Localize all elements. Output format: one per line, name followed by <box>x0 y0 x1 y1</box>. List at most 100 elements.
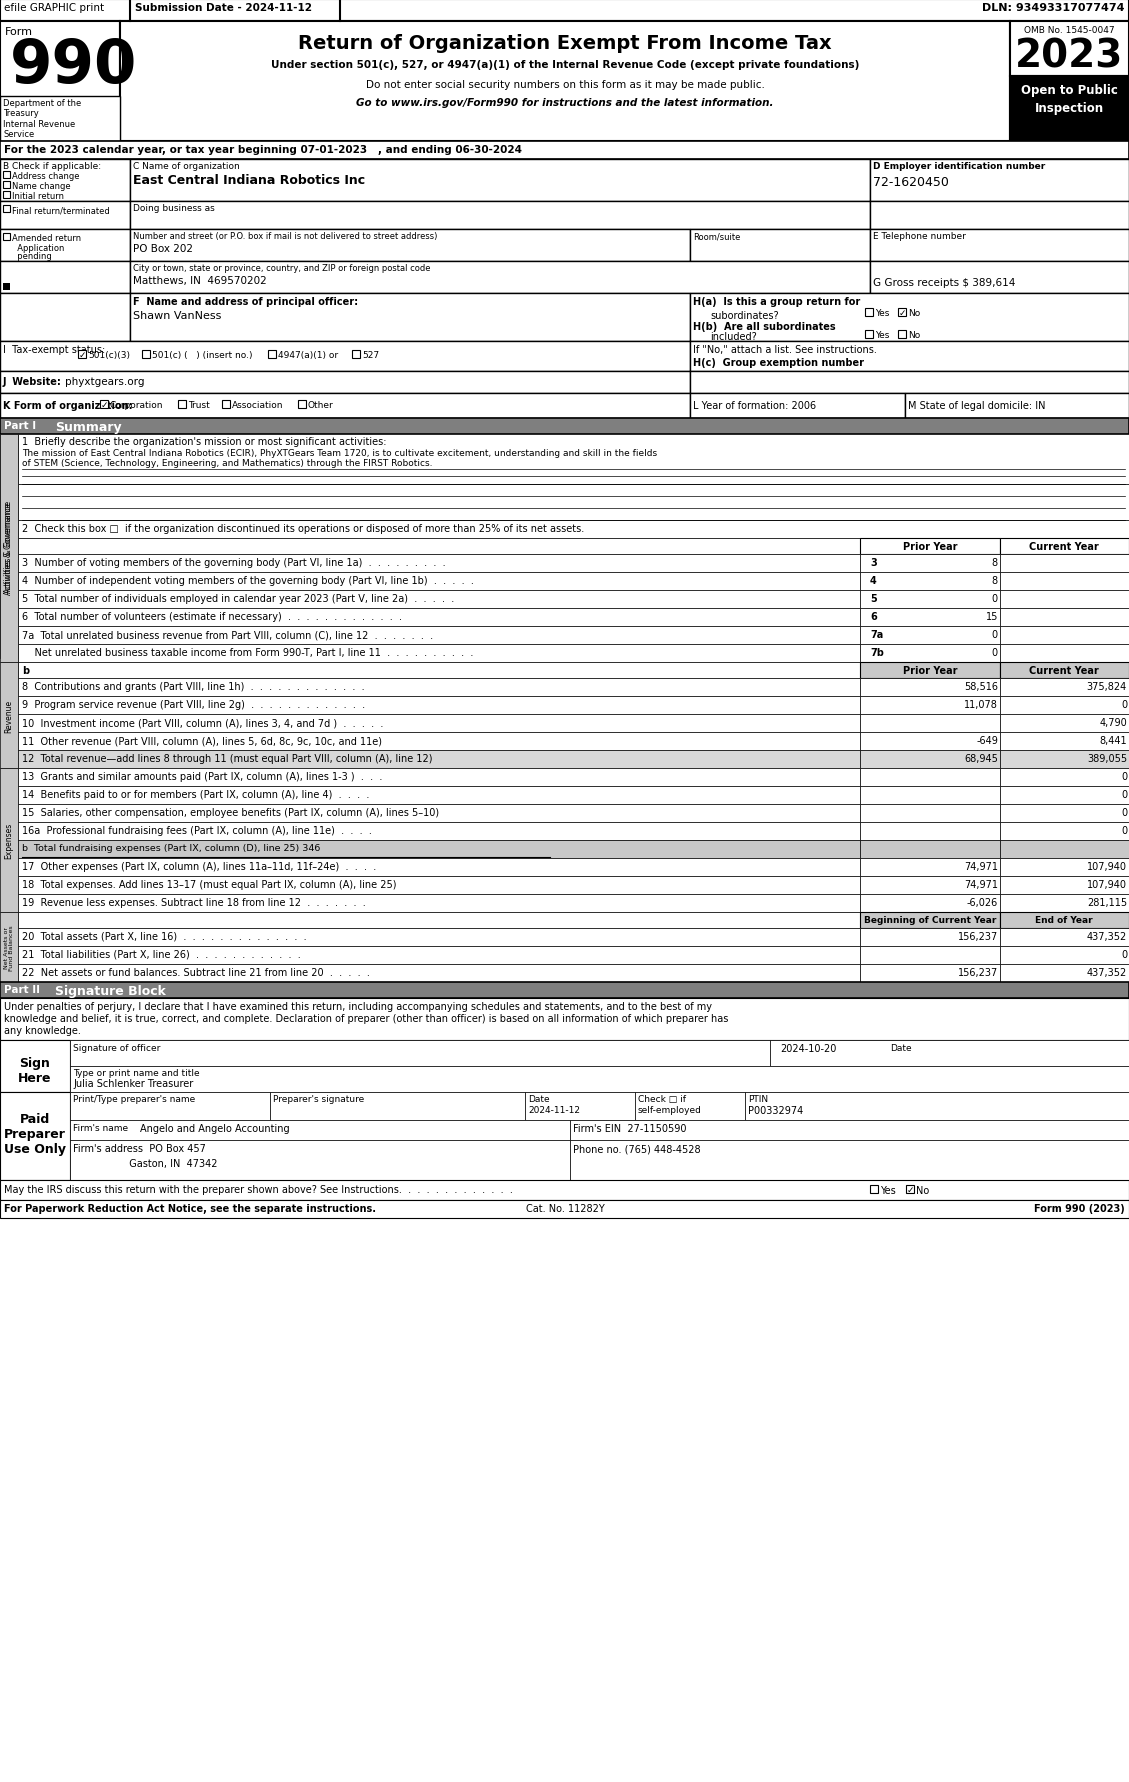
Text: DLN: 93493317077474: DLN: 93493317077474 <box>982 4 1124 12</box>
Text: Firm's name: Firm's name <box>73 1123 128 1132</box>
Bar <box>3 283 10 290</box>
Bar <box>18 768 860 786</box>
Text: Submission Date - 2024-11-12: Submission Date - 2024-11-12 <box>135 4 312 12</box>
Bar <box>18 895 860 912</box>
Text: Preparer's signature: Preparer's signature <box>273 1094 365 1103</box>
Bar <box>860 786 1000 804</box>
Bar <box>18 679 860 697</box>
Text: 1  Briefly describe the organization's mission or most significant activities:: 1 Briefly describe the organization's mi… <box>21 437 386 447</box>
Bar <box>1000 554 1129 572</box>
Bar <box>352 351 360 358</box>
Bar <box>120 21 1010 143</box>
Bar <box>178 401 186 408</box>
Text: any knowledge.: any knowledge. <box>5 1025 81 1035</box>
Text: 18  Total expenses. Add lines 13–17 (must equal Part IX, column (A), line 25): 18 Total expenses. Add lines 13–17 (must… <box>21 880 396 889</box>
Text: ✓: ✓ <box>78 351 86 360</box>
Bar <box>905 1185 914 1194</box>
Text: End of Year: End of Year <box>1035 916 1093 925</box>
Text: Open to Public: Open to Public <box>1021 84 1118 96</box>
Bar <box>860 663 1000 679</box>
Text: 21  Total liabilities (Part X, line 26)  .  .  .  .  .  .  .  .  .  .  .  .: 21 Total liabilities (Part X, line 26) .… <box>21 950 300 959</box>
Bar <box>745 1092 1129 1121</box>
Text: M State of legal domicile: IN: M State of legal domicile: IN <box>908 401 1045 412</box>
Text: If "No," attach a list. See instructions.: If "No," attach a list. See instructions… <box>693 344 877 355</box>
Bar <box>1000 697 1129 715</box>
Bar <box>0 96 120 143</box>
Text: 3: 3 <box>870 558 877 568</box>
Text: 11  Other revenue (Part VIII, column (A), lines 5, 6d, 8c, 9c, 10c, and 11e): 11 Other revenue (Part VIII, column (A),… <box>21 736 382 745</box>
Bar <box>3 171 10 178</box>
Bar <box>1000 627 1129 645</box>
Text: 14  Benefits paid to or for members (Part IX, column (A), line 4)  .  .  .  .: 14 Benefits paid to or for members (Part… <box>21 789 369 800</box>
Text: 0: 0 <box>992 593 998 604</box>
Bar <box>3 182 10 189</box>
Bar <box>18 786 860 804</box>
Bar <box>860 859 1000 877</box>
Text: D Employer identification number: D Employer identification number <box>873 162 1045 171</box>
Text: Check □ if: Check □ if <box>638 1094 686 1103</box>
Bar <box>690 294 1129 342</box>
Bar <box>860 768 1000 786</box>
Text: Date: Date <box>890 1044 911 1053</box>
Bar <box>0 435 18 663</box>
Text: 501(c)(3): 501(c)(3) <box>88 351 130 360</box>
Text: 58,516: 58,516 <box>964 683 998 691</box>
Text: 2  Check this box □  if the organization discontinued its operations or disposed: 2 Check this box □ if the organization d… <box>21 524 584 533</box>
Bar <box>0 294 130 342</box>
Bar <box>142 351 150 358</box>
Bar <box>860 697 1000 715</box>
Bar <box>0 768 18 912</box>
Bar <box>130 262 870 294</box>
Bar <box>870 201 1129 230</box>
Text: knowledge and belief, it is true, correct, and complete. Declaration of preparer: knowledge and belief, it is true, correc… <box>5 1014 728 1023</box>
Text: Under penalties of perjury, I declare that I have examined this return, includin: Under penalties of perjury, I declare th… <box>5 1001 712 1012</box>
Bar <box>18 750 860 768</box>
Text: 501(c) (   ) (insert no.): 501(c) ( ) (insert no.) <box>152 351 253 360</box>
Text: Cat. No. 11282Y: Cat. No. 11282Y <box>526 1203 604 1214</box>
Text: Signature Block: Signature Block <box>55 984 166 998</box>
Text: 2023: 2023 <box>1015 37 1123 77</box>
Text: 437,352: 437,352 <box>1087 968 1127 978</box>
Bar <box>18 485 1129 520</box>
Text: East Central Indiana Robotics Inc: East Central Indiana Robotics Inc <box>133 175 365 187</box>
Text: Expenses: Expenses <box>5 823 14 859</box>
Text: 9  Program service revenue (Part VIII, line 2g)  .  .  .  .  .  .  .  .  .  .  .: 9 Program service revenue (Part VIII, li… <box>21 700 365 709</box>
Text: Summary: Summary <box>55 421 122 433</box>
Text: 7b: 7b <box>870 647 884 658</box>
Bar <box>0 912 18 982</box>
Bar <box>860 895 1000 912</box>
Text: City or town, state or province, country, and ZIP or foreign postal code: City or town, state or province, country… <box>133 264 430 273</box>
Bar <box>0 372 690 394</box>
Text: Net Assets or
Fund Balances: Net Assets or Fund Balances <box>3 925 15 969</box>
Bar <box>570 1121 1129 1140</box>
Text: 527: 527 <box>362 351 379 360</box>
Text: K Form of organization:: K Form of organization: <box>3 401 132 412</box>
Text: Form 990 (2023): Form 990 (2023) <box>1034 1203 1124 1214</box>
Text: 17  Other expenses (Part IX, column (A), lines 11a–11d, 11f–24e)  .  .  .  .: 17 Other expenses (Part IX, column (A), … <box>21 861 376 871</box>
Text: 8: 8 <box>992 576 998 586</box>
Bar <box>18 715 860 732</box>
Text: H(a)  Is this a group return for: H(a) Is this a group return for <box>693 298 860 307</box>
Bar <box>860 627 1000 645</box>
Text: 5: 5 <box>870 593 877 604</box>
Bar <box>1000 750 1129 768</box>
Text: pending: pending <box>12 251 52 260</box>
Text: Form: Form <box>5 27 33 37</box>
Text: Under section 501(c), 527, or 4947(a)(1) of the Internal Revenue Code (except pr: Under section 501(c), 527, or 4947(a)(1)… <box>271 61 859 69</box>
Bar <box>860 538 1000 554</box>
Text: Julia Schlenker Treasurer: Julia Schlenker Treasurer <box>73 1078 193 1089</box>
Bar <box>690 342 1129 372</box>
Text: ✓: ✓ <box>907 1185 913 1194</box>
Text: B Check if applicable:: B Check if applicable: <box>3 162 102 171</box>
Bar <box>860 877 1000 895</box>
Bar <box>860 841 1000 859</box>
Text: 4947(a)(1) or: 4947(a)(1) or <box>278 351 338 360</box>
Bar <box>0 394 690 419</box>
Bar <box>0 982 1129 998</box>
Text: 4  Number of independent voting members of the governing body (Part VI, line 1b): 4 Number of independent voting members o… <box>21 576 474 586</box>
Bar <box>18 946 860 964</box>
Bar <box>1000 786 1129 804</box>
Text: Date: Date <box>528 1094 550 1103</box>
Text: Initial return: Initial return <box>12 192 64 201</box>
Text: Firm's EIN  27-1150590: Firm's EIN 27-1150590 <box>574 1123 686 1133</box>
